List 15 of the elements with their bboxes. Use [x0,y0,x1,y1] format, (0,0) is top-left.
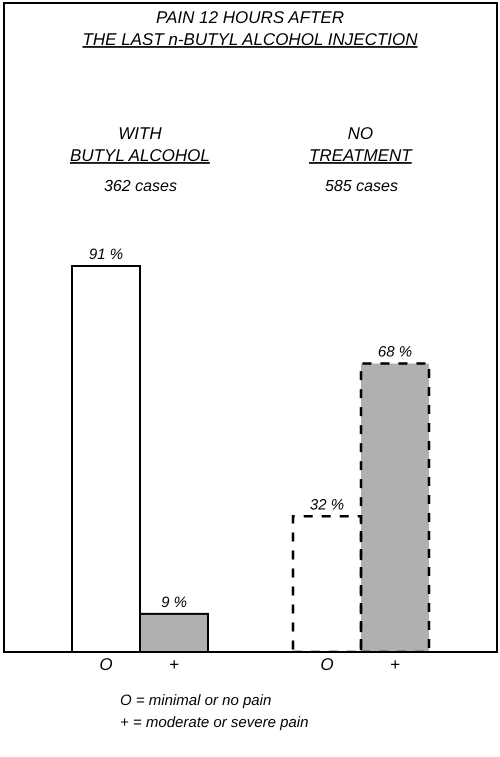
data-label: 91 % [88,246,124,263]
x-tick-label: O [99,655,113,674]
text: + = moderate or severe pain [120,714,308,731]
text: 362 cases [104,178,177,195]
text: O = minimal or no pain [120,692,272,709]
data-label: 9 % [161,594,187,611]
text: NO TREATMENT [309,124,414,166]
data-label: 32 % [310,496,344,514]
x-tick-label: + [169,655,180,674]
x-tick-label: O [320,655,334,674]
text: WITH BUTYL ALCOHOL [70,124,210,166]
x-tick-label: + [390,655,400,674]
data-label: 68 % [378,344,412,361]
chart-title: PAIN 12 HOURS AFTER THE LAST n-BUTYL ALCOHOL INJECTION [82,8,418,50]
text: 585 cases [325,178,398,195]
